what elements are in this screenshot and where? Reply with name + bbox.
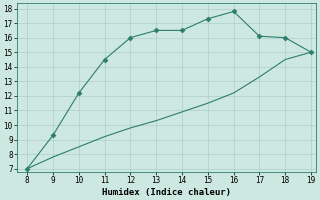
- X-axis label: Humidex (Indice chaleur): Humidex (Indice chaleur): [102, 188, 231, 197]
